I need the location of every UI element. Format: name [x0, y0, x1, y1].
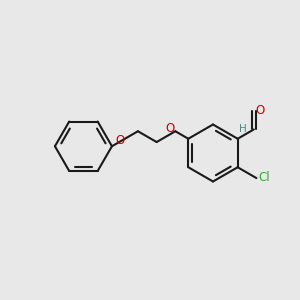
Text: O: O: [256, 104, 265, 117]
Text: O: O: [166, 122, 175, 135]
Text: H: H: [239, 124, 247, 134]
Text: Cl: Cl: [258, 171, 270, 184]
Text: O: O: [115, 134, 124, 147]
